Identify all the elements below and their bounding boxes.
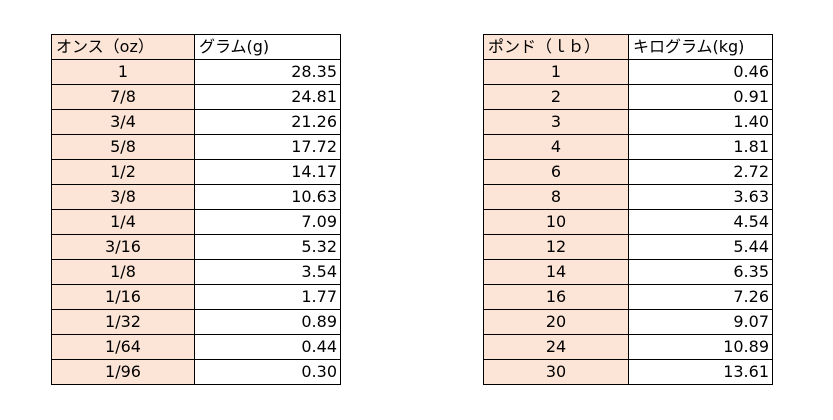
pound-unit-cell: 6 — [483, 159, 629, 185]
ounce-value-cell: 24.81 — [194, 84, 341, 110]
pound-value-cell: 13.61 — [628, 359, 773, 385]
ounce-value-cell: 5.32 — [194, 234, 341, 260]
pound-unit-cell: 10 — [483, 209, 629, 235]
pound-header-cell: ポンド（ｌｂ） — [483, 34, 629, 60]
pound-unit-cell: 3 — [483, 109, 629, 135]
ounce-table-row: 1/2 14.17 — [51, 159, 341, 185]
ounce-value-cell: 0.89 — [194, 309, 341, 335]
pound-unit-cell: 24 — [483, 334, 629, 360]
pound-unit-cell: 14 — [483, 259, 629, 285]
pound-unit-cell: 1 — [483, 59, 629, 85]
pound-value-cell: 6.35 — [628, 259, 773, 285]
pound-value-cell: 2.72 — [628, 159, 773, 185]
ounce-unit-cell: 1/96 — [51, 359, 195, 385]
pound-value-cell: 10.89 — [628, 334, 773, 360]
pound-value-cell: 0.91 — [628, 84, 773, 110]
ounce-unit-cell: 1/8 — [51, 259, 195, 285]
pound-table-row: 14 6.35 — [483, 259, 773, 285]
ounce-unit-cell: 1/16 — [51, 284, 195, 310]
pound-table-row: 30 13.61 — [483, 359, 773, 385]
pound-unit-cell: 16 — [483, 284, 629, 310]
ounce-value-cell: 1.77 — [194, 284, 341, 310]
pound-value-cell: 1.40 — [628, 109, 773, 135]
pound-table-row: 6 2.72 — [483, 159, 773, 185]
pound-value-cell: 5.44 — [628, 234, 773, 260]
ounce-unit-cell: 1/32 — [51, 309, 195, 335]
pound-table-row: 1 0.46 — [483, 59, 773, 85]
ounce-value-cell: 3.54 — [194, 259, 341, 285]
pound-table-row: 4 1.81 — [483, 134, 773, 160]
ounce-unit-cell: 3/16 — [51, 234, 195, 260]
ounce-table-row: 3/8 10.63 — [51, 184, 341, 210]
ounce-value-cell: 17.72 — [194, 134, 341, 160]
pound-value-cell: 0.46 — [628, 59, 773, 85]
ounce-value-cell: 21.26 — [194, 109, 341, 135]
pound-unit-cell: 2 — [483, 84, 629, 110]
ounce-table-row: 1/32 0.89 — [51, 309, 341, 335]
ounce-table-row: 3/16 5.32 — [51, 234, 341, 260]
pound-table-row: 20 9.07 — [483, 309, 773, 335]
ounce-table-row: 1/4 7.09 — [51, 209, 341, 235]
ounce-value-cell: 0.30 — [194, 359, 341, 385]
ounce-table-row: 1/16 1.77 — [51, 284, 341, 310]
ounce-header-cell: グラム(g) — [194, 34, 341, 60]
pound-table-row: 16 7.26 — [483, 284, 773, 310]
pound-unit-cell: 4 — [483, 134, 629, 160]
pound-table-row: 10 4.54 — [483, 209, 773, 235]
pound-table-row: 2 0.91 — [483, 84, 773, 110]
ounce-value-cell: 28.35 — [194, 59, 341, 85]
ounce-value-cell: 0.44 — [194, 334, 341, 360]
ounce-unit-cell: 5/8 — [51, 134, 195, 160]
ounce-table-row: 1 28.35 — [51, 59, 341, 85]
ounce-table-body: オンス（oz） グラム(g) 1 28.35 7/8 24.81 3/4 21.26 5/8 17… — [51, 34, 341, 385]
ounce-unit-cell: 1 — [51, 59, 195, 85]
pound-table-row: 24 10.89 — [483, 334, 773, 360]
ounce-unit-cell: 1/4 — [51, 209, 195, 235]
ounce-unit-cell: 3/8 — [51, 184, 195, 210]
ounce-value-cell: 7.09 — [194, 209, 341, 235]
pound-table-row: 8 3.63 — [483, 184, 773, 210]
ounce-unit-cell: 7/8 — [51, 84, 195, 110]
ounce-unit-cell: 1/64 — [51, 334, 195, 360]
ounce-table-row: 7/8 24.81 — [51, 84, 341, 110]
ounce-table-row: 3/4 21.26 — [51, 109, 341, 135]
ounce-header-cell: オンス（oz） — [51, 34, 195, 60]
ounce-table-row: 1/96 0.30 — [51, 359, 341, 385]
ounce-unit-cell: 3/4 — [51, 109, 195, 135]
ounce-header-row: オンス（oz） グラム(g) — [51, 34, 341, 60]
ounce-value-cell: 14.17 — [194, 159, 341, 185]
pound-unit-cell: 30 — [483, 359, 629, 385]
pound-table-row: 3 1.40 — [483, 109, 773, 135]
pound-table-body: ポンド（ｌｂ） キログラム(kg) 1 0.46 2 0.91 3 1.40 4 1.81 6 2.7… — [483, 34, 773, 385]
pound-value-cell: 7.26 — [628, 284, 773, 310]
ounce-value-cell: 10.63 — [194, 184, 341, 210]
pound-header-cell: キログラム(kg) — [628, 34, 773, 60]
pound-value-cell: 3.63 — [628, 184, 773, 210]
pound-value-cell: 9.07 — [628, 309, 773, 335]
pound-value-cell: 4.54 — [628, 209, 773, 235]
pound-header-row: ポンド（ｌｂ） キログラム(kg) — [483, 34, 773, 60]
pound-unit-cell: 20 — [483, 309, 629, 335]
pound-to-kilogram-table: ポンド（ｌｂ） キログラム(kg) 1 0.46 2 0.91 3 1.40 4 1.81 6 2.7… — [483, 34, 773, 385]
ounce-table-row: 5/8 17.72 — [51, 134, 341, 160]
pound-table-row: 12 5.44 — [483, 234, 773, 260]
pound-unit-cell: 12 — [483, 234, 629, 260]
ounce-table-row: 1/64 0.44 — [51, 334, 341, 360]
ounce-unit-cell: 1/2 — [51, 159, 195, 185]
ounce-to-gram-table: オンス（oz） グラム(g) 1 28.35 7/8 24.81 3/4 21.26 5/8 17… — [51, 34, 341, 385]
ounce-table-row: 1/8 3.54 — [51, 259, 341, 285]
pound-unit-cell: 8 — [483, 184, 629, 210]
pound-value-cell: 1.81 — [628, 134, 773, 160]
